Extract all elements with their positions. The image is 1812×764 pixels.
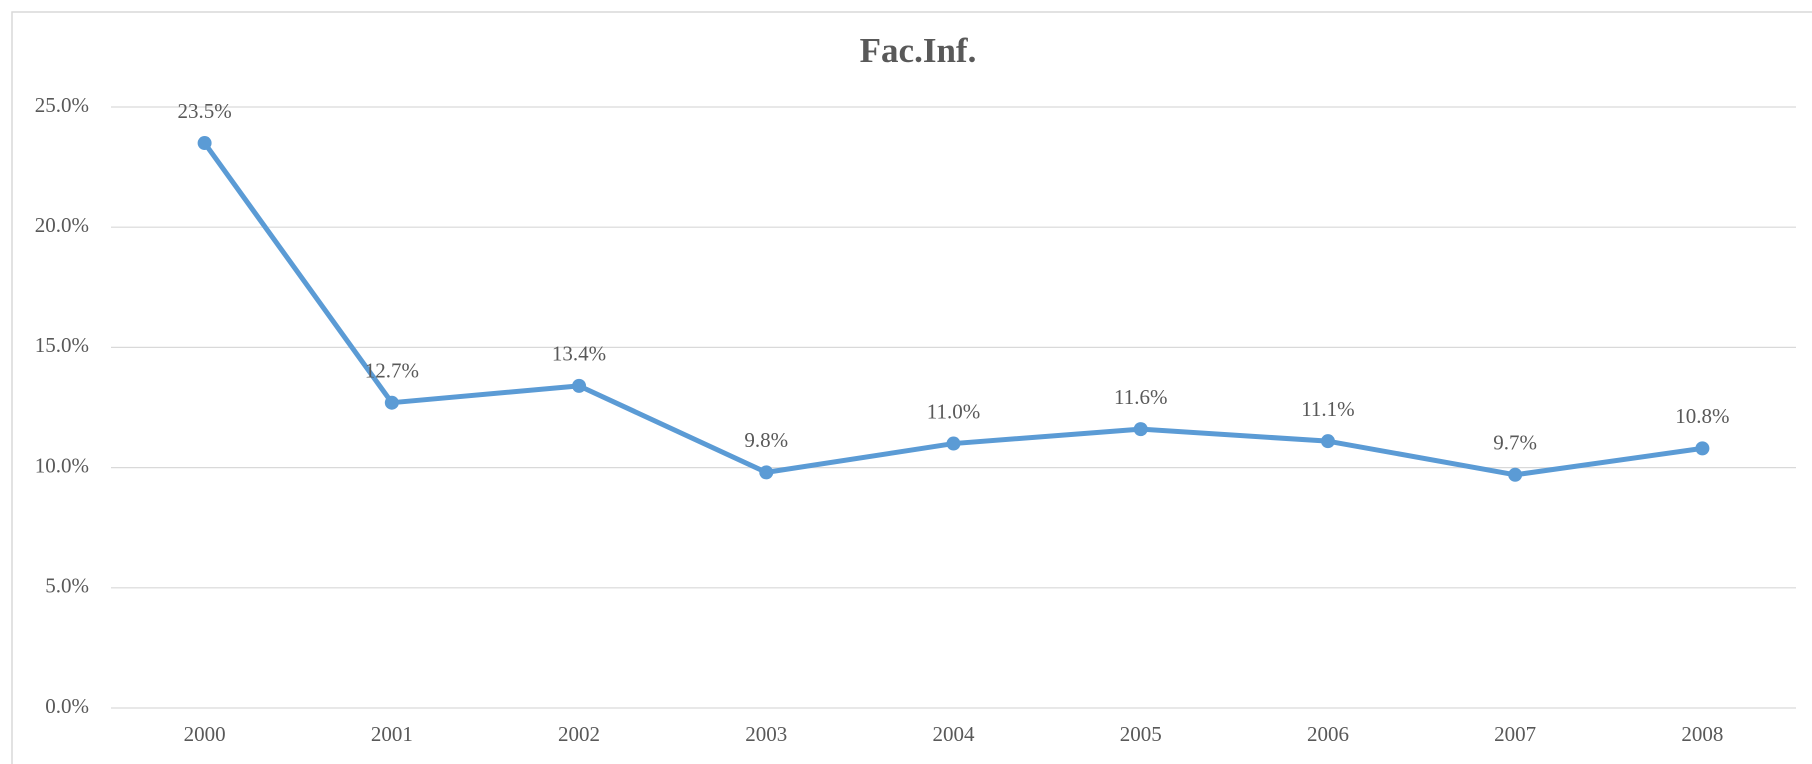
data-label: 9.8% bbox=[744, 428, 788, 452]
x-tick-label: 2003 bbox=[745, 722, 787, 746]
x-tick-label: 2005 bbox=[1120, 722, 1162, 746]
data-label: 12.7% bbox=[365, 359, 419, 383]
data-point bbox=[946, 436, 961, 451]
data-label: 11.6% bbox=[1114, 385, 1167, 409]
data-label: 13.4% bbox=[552, 342, 606, 366]
data-label: 10.8% bbox=[1675, 404, 1729, 428]
y-tick-label: 10.0% bbox=[35, 453, 89, 477]
chart-title: Fac.Inf. bbox=[860, 31, 977, 70]
data-point bbox=[197, 136, 212, 151]
data-point bbox=[1508, 467, 1523, 482]
x-tick-label: 2002 bbox=[558, 722, 600, 746]
y-tick-label: 15.0% bbox=[35, 333, 89, 357]
data-point bbox=[1695, 441, 1710, 456]
x-tick-label: 2001 bbox=[371, 722, 413, 746]
x-tick-label: 2000 bbox=[184, 722, 226, 746]
y-tick-label: 0.0% bbox=[45, 694, 89, 718]
data-point bbox=[1320, 434, 1335, 449]
data-point bbox=[572, 378, 587, 393]
y-tick-label: 25.0% bbox=[35, 93, 89, 117]
chart-frame bbox=[11, 11, 1812, 764]
data-label: 11.0% bbox=[927, 399, 980, 423]
x-tick-label: 2008 bbox=[1681, 722, 1723, 746]
data-point bbox=[384, 395, 399, 410]
x-tick-label: 2004 bbox=[933, 722, 976, 746]
x-tick-label: 2007 bbox=[1494, 722, 1536, 746]
y-tick-label: 20.0% bbox=[35, 213, 89, 237]
data-label: 23.5% bbox=[177, 99, 231, 123]
data-point bbox=[1133, 422, 1148, 437]
data-point bbox=[759, 465, 774, 480]
x-tick-label: 2006 bbox=[1307, 722, 1349, 746]
data-label: 9.7% bbox=[1493, 431, 1537, 455]
data-label: 11.1% bbox=[1301, 397, 1354, 421]
y-tick-label: 5.0% bbox=[45, 574, 89, 598]
